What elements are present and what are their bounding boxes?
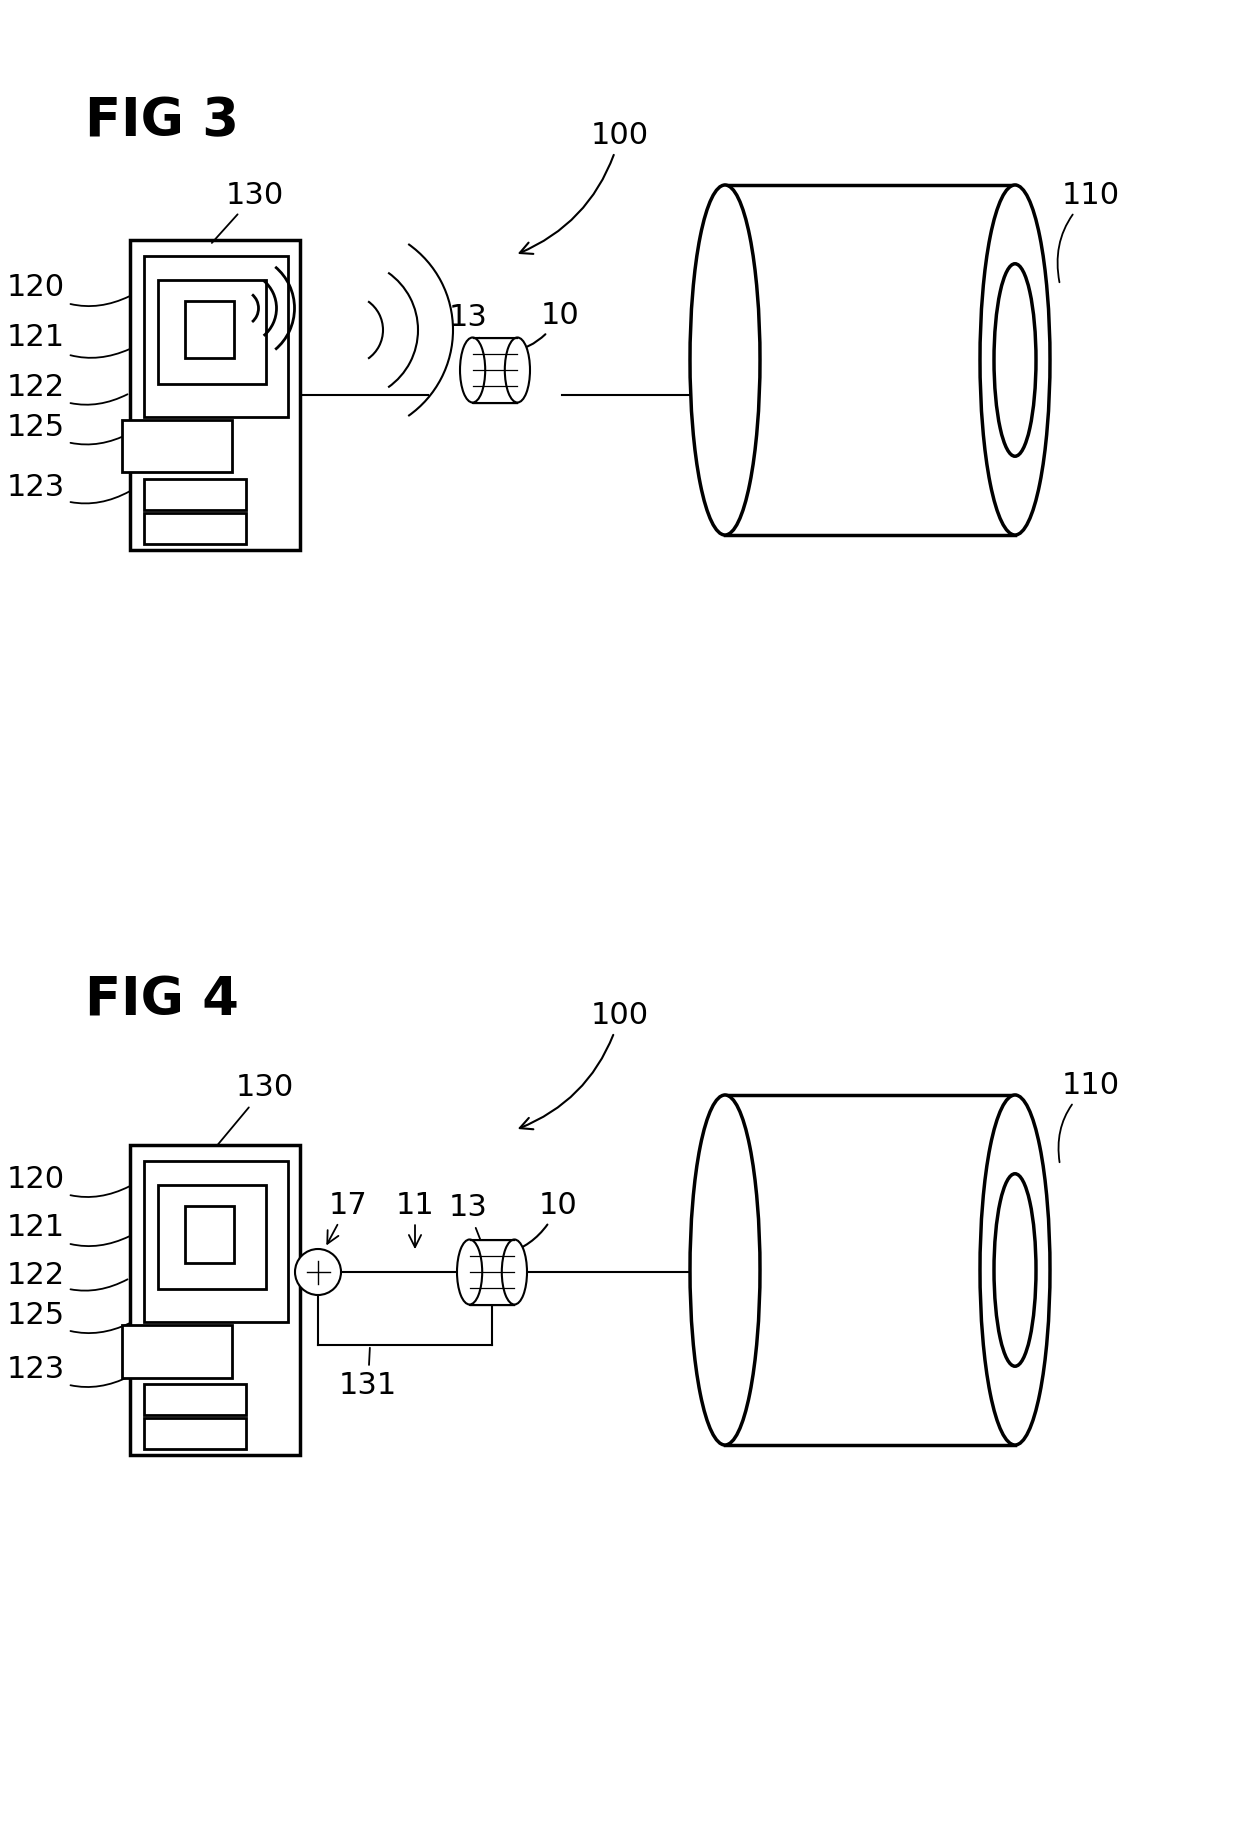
Text: 110: 110 [1059,1071,1120,1163]
Bar [130,240,300,550]
Text: 122: 122 [7,1260,128,1291]
Ellipse shape [460,337,485,402]
Text: FIG 4: FIG 4 [86,976,239,1027]
Text: 17: 17 [327,1190,367,1243]
Text: 100: 100 [520,1001,649,1130]
Text: 130: 130 [212,180,284,242]
Bar [122,1324,232,1377]
Text: FIG 3: FIG 3 [86,95,239,147]
Bar [157,279,267,385]
Ellipse shape [980,185,1050,536]
Bar [144,1383,246,1414]
Text: 121: 121 [7,323,129,358]
Bar [130,1144,300,1454]
Bar [144,255,288,416]
Ellipse shape [980,1095,1050,1445]
Ellipse shape [458,1240,482,1304]
Text: 100: 100 [520,121,649,253]
Ellipse shape [994,1174,1035,1366]
Circle shape [295,1249,341,1295]
Text: 120: 120 [7,273,129,306]
Text: 120: 120 [7,1165,129,1198]
Text: 13: 13 [449,1194,489,1258]
Text: 123: 123 [6,1355,129,1387]
Text: 125: 125 [7,413,129,444]
Text: 110: 110 [1058,180,1120,282]
Text: 13: 13 [449,303,490,356]
Text: 11: 11 [396,1190,434,1247]
Bar [725,1095,1016,1445]
Text: 131: 131 [339,1348,397,1399]
Text: 10: 10 [510,301,579,356]
Bar [157,1185,267,1289]
Bar [144,514,246,545]
Text: 122: 122 [7,374,128,405]
Text: 130: 130 [217,1073,294,1146]
Ellipse shape [689,1095,760,1445]
Ellipse shape [689,185,760,536]
Bar [122,420,232,473]
Bar [470,1240,515,1304]
Bar [725,185,1016,536]
Text: 125: 125 [7,1300,129,1333]
Bar [185,1205,234,1264]
Bar [144,1161,288,1322]
Bar [472,337,517,402]
Bar [144,1418,246,1449]
Bar [185,301,234,358]
Ellipse shape [502,1240,527,1304]
Text: 123: 123 [6,473,129,504]
Ellipse shape [505,337,529,402]
Text: 121: 121 [7,1214,129,1245]
Ellipse shape [994,264,1035,457]
Text: 10: 10 [507,1190,578,1256]
Bar [144,479,246,510]
